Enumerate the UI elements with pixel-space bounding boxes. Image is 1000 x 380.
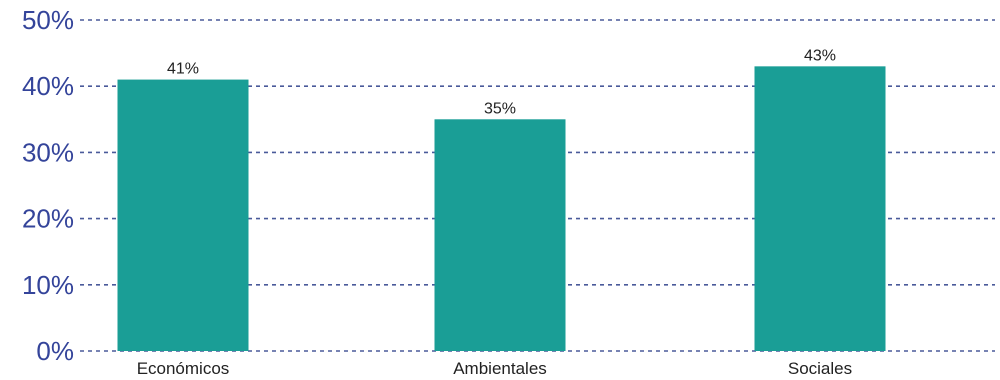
bars	[117, 66, 886, 351]
y-tick-label: 20%	[22, 204, 74, 234]
y-tick-label: 0%	[36, 336, 74, 366]
y-tick-label: 10%	[22, 270, 74, 300]
bar	[434, 119, 566, 351]
y-tick-label: 50%	[22, 5, 74, 35]
bar-data-label: 35%	[484, 100, 516, 117]
x-tick-label: Sociales	[788, 359, 852, 378]
bar-data-label: 43%	[804, 47, 836, 64]
x-tick-label: Ambientales	[453, 359, 547, 378]
bar	[117, 79, 249, 351]
x-axis: Económicos Ambientales Sociales	[137, 359, 852, 378]
x-tick-label: Económicos	[137, 359, 230, 378]
bar-data-label: 41%	[167, 61, 199, 78]
y-tick-label: 30%	[22, 137, 74, 167]
bar	[754, 66, 886, 351]
data-labels: 41% 35% 43%	[167, 47, 836, 117]
y-axis: 0% 10% 20% 30% 40% 50%	[22, 5, 74, 366]
y-tick-label: 40%	[22, 71, 74, 101]
